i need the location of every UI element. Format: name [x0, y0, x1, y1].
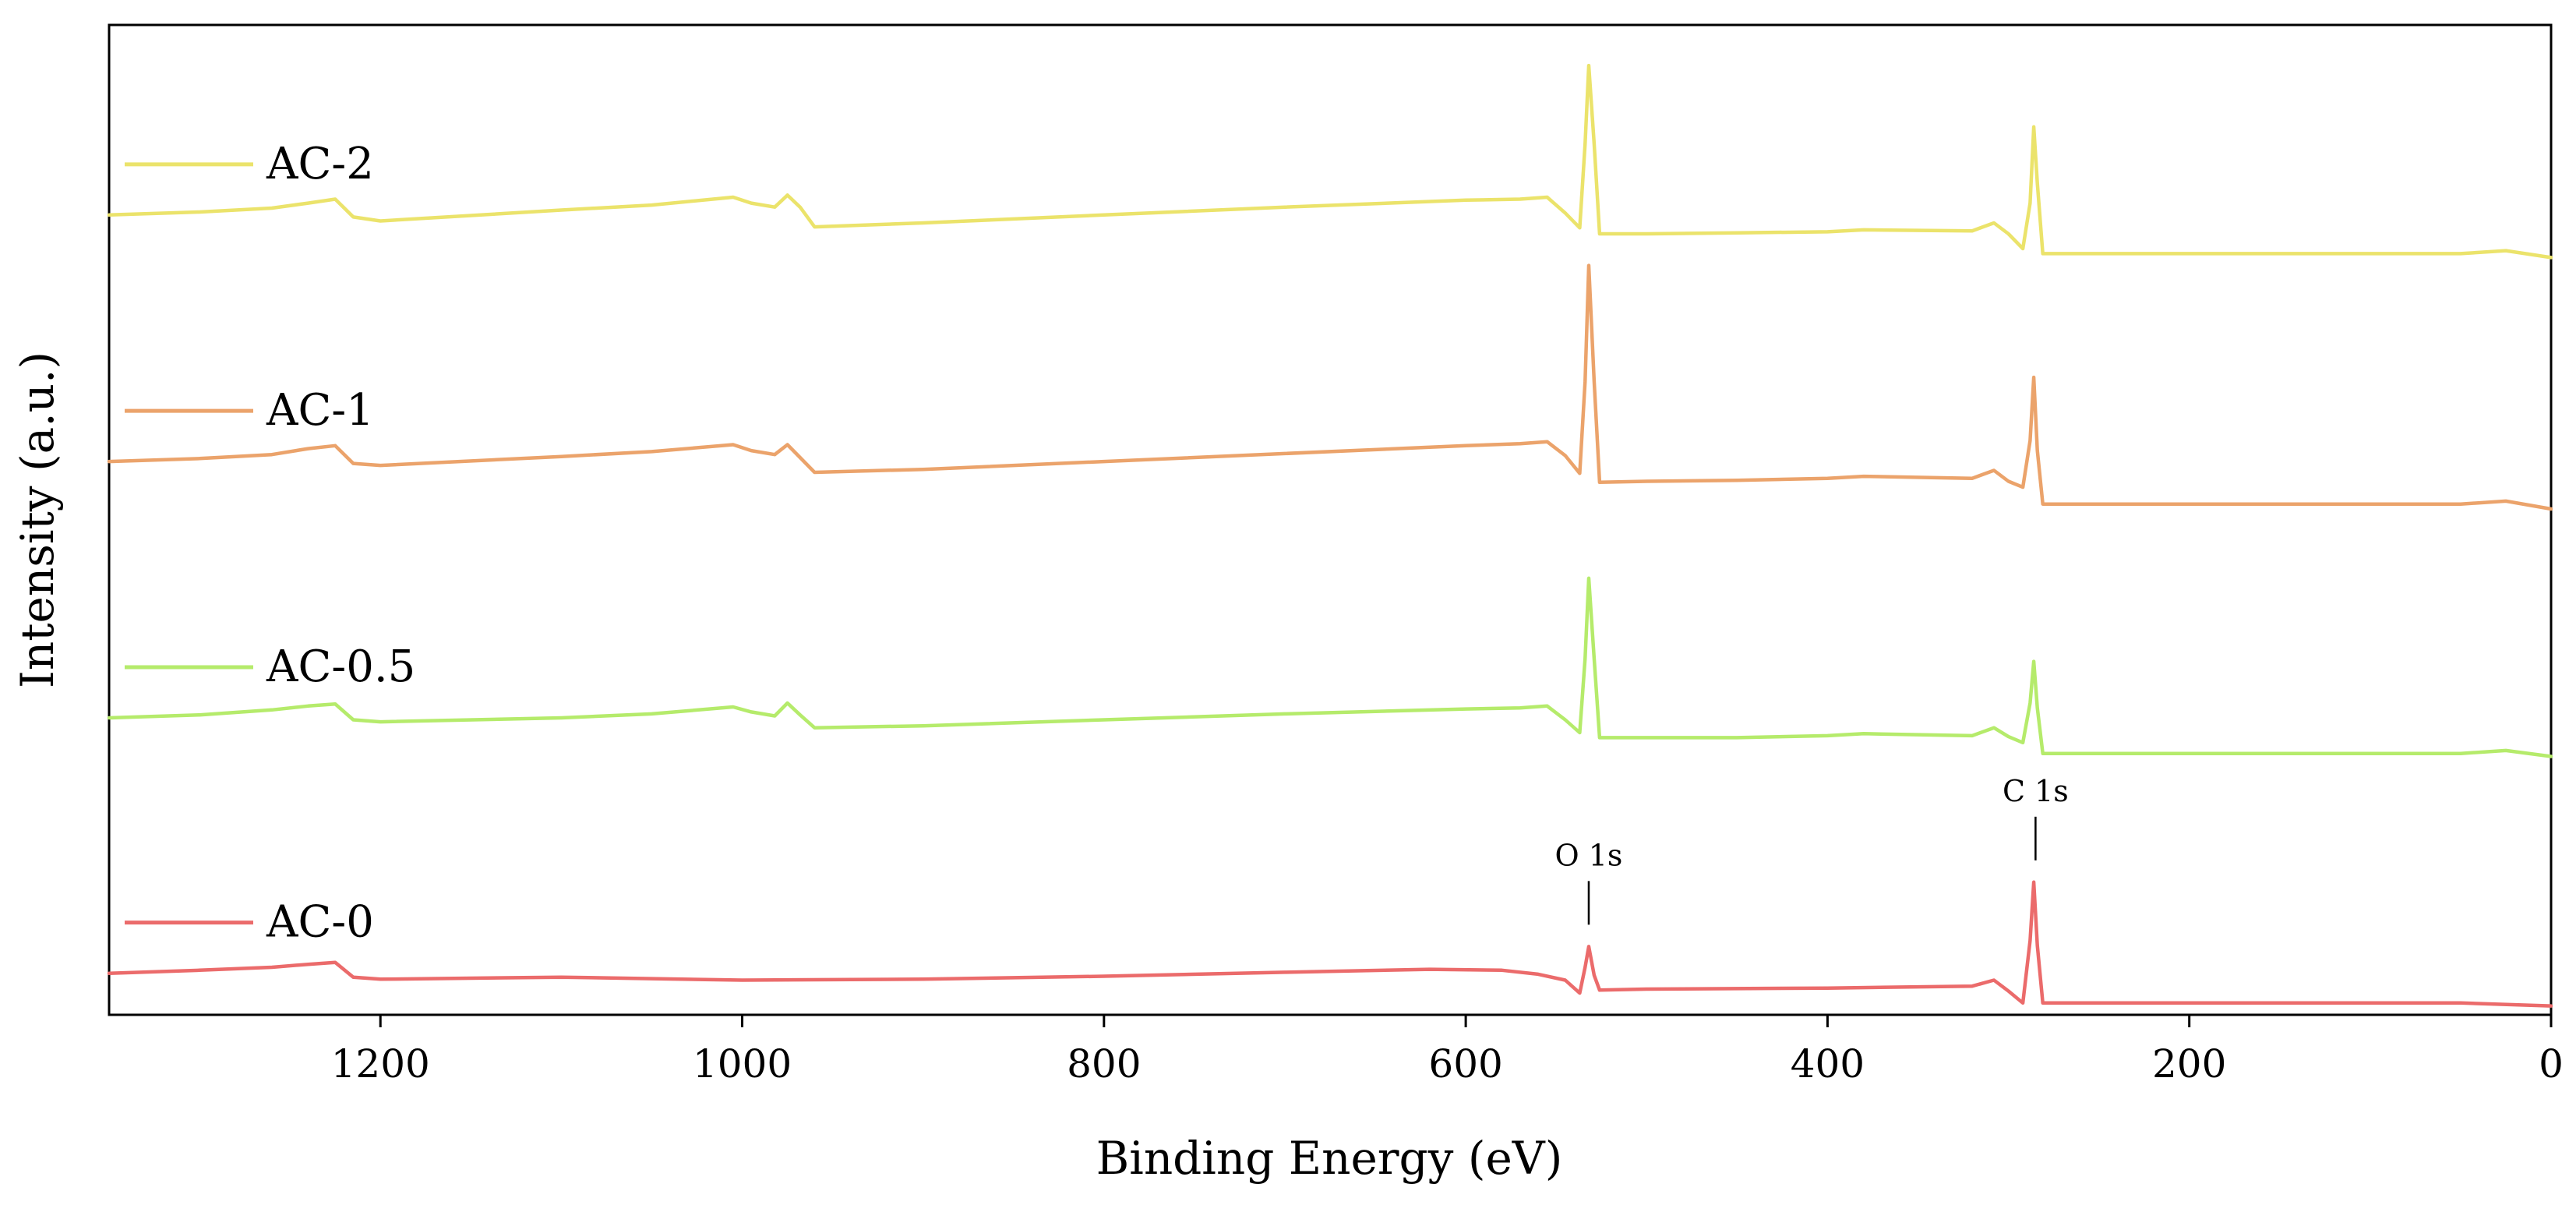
x-tick-label-600: 600 [1428, 1041, 1502, 1087]
legend: AC-2 AC-1 AC-0.5 AC-0 [125, 139, 415, 948]
series-line-ac-0 [107, 880, 2553, 1008]
legend-label-ac-2: AC-2 [266, 139, 374, 189]
series-line-ac-2 [107, 63, 2553, 260]
x-tick-label-0: 0 [2539, 1041, 2564, 1087]
x-tick-label-200: 200 [2152, 1041, 2226, 1087]
x-axis: 1200 1000 800 600 400 200 0 [331, 1015, 2564, 1087]
plot-area: AC-2 AC-1 AC-0.5 AC-0 O 1s C 1s [107, 23, 2553, 1016]
x-tick-label-400: 400 [1791, 1041, 1865, 1087]
series-line-ac-1 [107, 263, 2553, 511]
annotation-label-c-1s: C 1s [2003, 774, 2069, 808]
peak-annotations: O 1s C 1s [1555, 774, 2069, 925]
x-tick-label-1200: 1200 [331, 1041, 430, 1087]
legend-label-ac-0-5: AC-0.5 [266, 641, 415, 692]
legend-label-ac-1: AC-1 [266, 385, 374, 436]
plot-frame [108, 23, 2553, 1016]
series-layer [107, 63, 2553, 1008]
x-tick-label-800: 800 [1067, 1041, 1141, 1087]
series-line-ac-0-5 [107, 576, 2553, 758]
legend-label-ac-0: AC-0 [266, 897, 374, 948]
x-tick-label-1000: 1000 [693, 1041, 792, 1087]
annotation-label-o-1s: O 1s [1555, 838, 1623, 872]
x-axis-title: Binding Energy (eV) [1096, 1132, 1563, 1185]
y-axis-title: Intensity (a.u.) [11, 352, 64, 688]
